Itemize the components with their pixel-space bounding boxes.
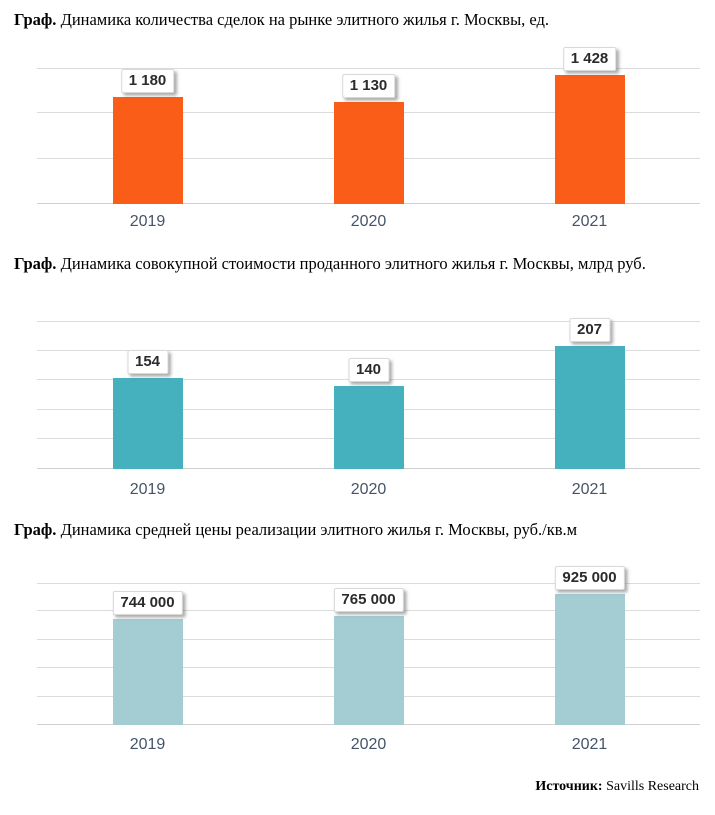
bar-2021 (554, 346, 625, 469)
value-label-2021: 925 000 (554, 565, 625, 590)
value-label-2021: 207 (568, 317, 611, 342)
x-axis-label-2019: 2019 (129, 736, 166, 753)
x-axis-label-2020: 2020 (350, 213, 387, 230)
value-label-2019: 1 180 (120, 68, 175, 93)
source-label: Источник: (535, 779, 603, 794)
x-axis-label-2019: 2019 (129, 213, 166, 230)
value-label-2019: 744 000 (112, 590, 183, 615)
chart-title-avg-price: Граф. Динамика средней цены реализации э… (14, 518, 684, 541)
x-axis-labels-deals-count: 2019 2020 2021 (37, 213, 700, 233)
chart-title-prefix: Граф. (14, 254, 57, 273)
chart-title-prefix: Граф. (14, 520, 57, 539)
source-note: Источник: Savills Research (535, 779, 699, 795)
bar-2019 (112, 378, 183, 469)
bar-2020 (333, 616, 404, 725)
bar-2020 (333, 386, 404, 469)
x-axis-labels-avg-price: 2019 2020 2021 (37, 736, 700, 756)
value-label-2021: 1 428 (562, 46, 617, 71)
bar-2019 (112, 97, 183, 204)
bar-2021 (554, 594, 625, 725)
bar-2019 (112, 619, 183, 725)
x-axis-label-2021: 2021 (571, 736, 608, 753)
value-label-2019: 154 (126, 349, 169, 374)
plot-area-total-value: 154 140 207 (37, 317, 700, 469)
x-axis-label-2020: 2020 (350, 481, 387, 498)
chart-title-text: Динамика совокупной стоимости проданного… (60, 254, 646, 273)
bar-2021 (554, 75, 625, 204)
bar-2020 (333, 102, 404, 204)
value-label-2020: 765 000 (333, 587, 404, 612)
gridline (37, 321, 700, 322)
gridline (37, 349, 700, 351)
source-text: Savills Research (606, 779, 699, 794)
gridline (37, 68, 700, 69)
chart-title-total-value: Граф. Динамика совокупной стоимости прод… (14, 252, 684, 275)
x-axis-label-2021: 2021 (571, 213, 608, 230)
chart-title-text: Динамика количества сделок на рынке элит… (60, 10, 550, 29)
x-axis-label-2021: 2021 (571, 481, 608, 498)
chart-title-prefix: Граф. (14, 10, 57, 29)
value-label-2020: 140 (347, 357, 390, 382)
x-axis-labels-total-value: 2019 2020 2021 (37, 481, 700, 501)
gridline (37, 583, 700, 584)
chart-title-deals-count: Граф. Динамика количества сделок на рынк… (14, 8, 684, 31)
value-label-2020: 1 130 (341, 73, 396, 98)
plot-area-deals-count: 1 180 1 130 1 428 (37, 46, 700, 204)
x-axis-label-2020: 2020 (350, 736, 387, 753)
plot-area-avg-price: 744 000 765 000 925 000 (37, 565, 700, 725)
chart-title-text: Динамика средней цены реализации элитног… (60, 520, 578, 539)
x-axis-label-2019: 2019 (129, 481, 166, 498)
